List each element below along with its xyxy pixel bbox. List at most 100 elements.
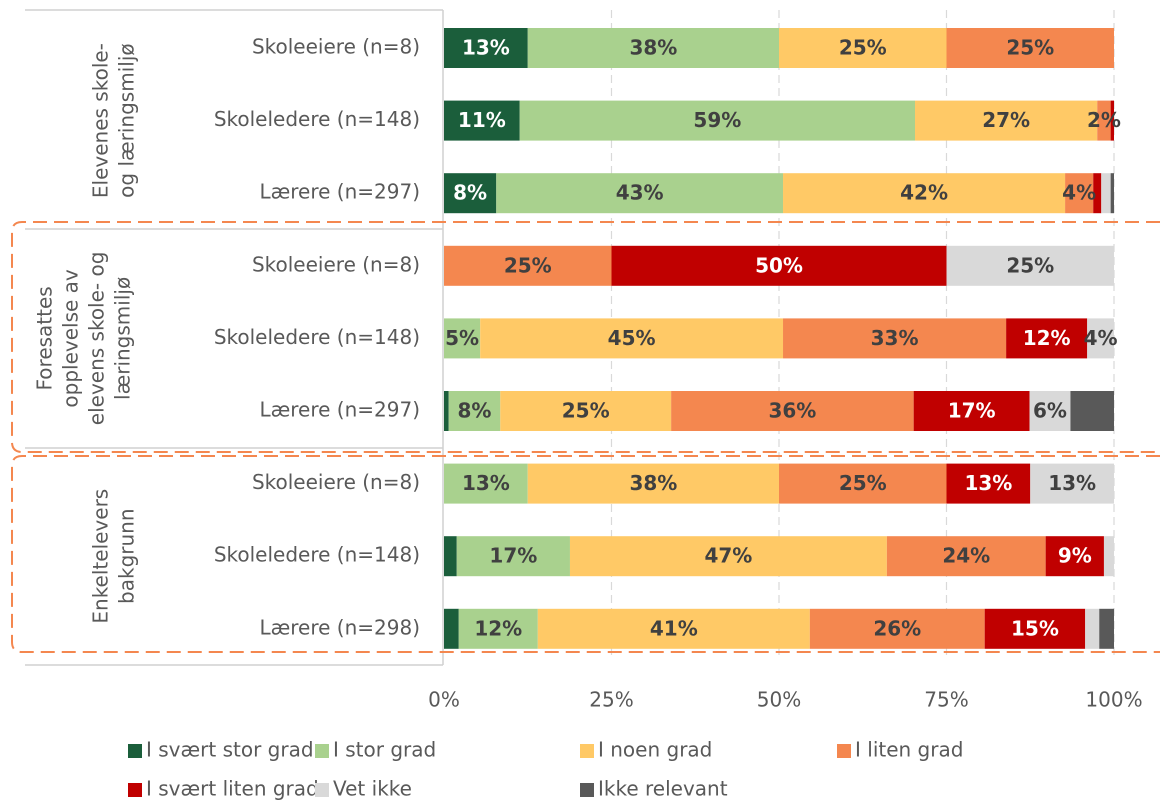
legend-swatch — [128, 744, 142, 758]
value-label: 4% — [1084, 326, 1118, 350]
bar-segment — [809, 608, 985, 649]
value-label: 13% — [462, 471, 510, 495]
bar-segment — [569, 536, 887, 577]
bar-segment — [1030, 463, 1114, 504]
group-label: Foresattes — [33, 286, 57, 390]
bar-segment — [496, 173, 784, 214]
x-tick-label: 50% — [757, 688, 801, 712]
value-label: 4% — [1062, 181, 1096, 205]
y-tick-label: Lærere (n=297) — [259, 398, 420, 422]
bar-segment — [1110, 173, 1114, 214]
value-label: 45% — [608, 326, 656, 350]
value-label: 12% — [1023, 326, 1071, 350]
bar-segment — [500, 391, 672, 431]
labels: 0% 25% 50% 75% 100% Skoleeiere (n=8) 13% 38% 25%… — [33, 35, 1143, 801]
value-label: 17% — [489, 544, 537, 568]
bar-segment — [779, 463, 947, 504]
legend-label: I noen grad — [598, 738, 712, 762]
bar-segment — [444, 28, 528, 68]
value-label: 38% — [629, 471, 677, 495]
value-label: 36% — [768, 399, 816, 423]
bar-segment — [519, 100, 916, 141]
bar-segment — [611, 245, 947, 286]
bar-segment — [1065, 173, 1094, 214]
value-label: 12% — [474, 616, 522, 640]
value-label: 25% — [839, 36, 887, 60]
value-label: 25% — [1006, 36, 1054, 60]
bar-segment — [1085, 608, 1100, 649]
group-boxes — [11, 221, 1160, 653]
value-label: 38% — [629, 36, 677, 60]
bar-segment — [915, 100, 1098, 141]
bar-segment — [1006, 318, 1088, 359]
y-tick-label: Skoleledere (n=148) — [214, 107, 420, 131]
bar-segment — [448, 391, 501, 431]
x-tick-label: 100% — [1085, 688, 1142, 712]
bar-segment — [537, 608, 810, 649]
y-tick-label: Skoleledere (n=148) — [214, 325, 420, 349]
bar-segment — [444, 608, 459, 649]
bar-segment — [783, 173, 1066, 214]
bar-segment — [444, 391, 449, 431]
bar-segment — [444, 245, 612, 286]
legend-swatch — [837, 744, 851, 758]
value-label: 11% — [458, 108, 506, 132]
bar-segment — [946, 463, 1031, 504]
legend-label: I liten grad — [855, 738, 963, 762]
bar-segment — [444, 173, 497, 214]
legend-label: Vet ikke — [333, 777, 412, 801]
bar-segment — [779, 28, 947, 68]
bar-segment — [1103, 536, 1114, 577]
value-label: 17% — [948, 399, 996, 423]
value-label: 2% — [1087, 108, 1121, 132]
value-label: 47% — [704, 544, 752, 568]
legend-swatch — [315, 783, 329, 797]
value-label: 25% — [562, 399, 610, 423]
group-label: og læringsmiljø — [115, 43, 139, 197]
value-label: 26% — [873, 616, 921, 640]
legend-swatch — [315, 744, 329, 758]
legend-label: I stor grad — [333, 738, 436, 762]
legend-swatch — [580, 783, 594, 797]
value-label: 6% — [1033, 399, 1067, 423]
bar-segment — [946, 28, 1114, 68]
y-tick-label: Lærere (n=297) — [259, 180, 420, 204]
bar-segment — [1101, 173, 1111, 214]
value-label: 25% — [1006, 253, 1054, 277]
y-tick-label: Skoleeiere (n=8) — [252, 252, 420, 276]
bar-segment — [456, 536, 570, 577]
value-label: 25% — [839, 471, 887, 495]
value-label: 41% — [650, 616, 698, 640]
value-label: 5% — [445, 326, 479, 350]
bar-segment — [946, 245, 1114, 286]
legend-swatch — [580, 744, 594, 758]
bar-segment — [1045, 536, 1104, 577]
legend-swatch — [128, 783, 142, 797]
x-tick-label: 25% — [589, 688, 633, 712]
y-tick-label: Skoleledere (n=148) — [214, 543, 420, 567]
value-label: 24% — [942, 544, 990, 568]
bar-segment — [527, 463, 779, 504]
value-label: 8% — [458, 399, 492, 423]
bar-segment — [913, 391, 1030, 431]
legend-label: I svært stor grad — [146, 738, 314, 762]
group-label: opplevelse av — [59, 269, 83, 408]
bar-segment — [1099, 608, 1114, 649]
value-label: 43% — [616, 181, 664, 205]
bar-segment — [984, 608, 1086, 649]
value-label: 42% — [900, 181, 948, 205]
bar-segment — [1093, 173, 1102, 214]
y-tick-label: Lærere (n=298) — [259, 615, 420, 639]
bar-segment — [444, 318, 481, 359]
bar-segment — [1029, 391, 1071, 431]
bars — [444, 28, 1114, 649]
group-label: Elevenes skole- — [89, 43, 113, 198]
bar-segment — [1110, 100, 1114, 141]
frame — [25, 9, 444, 666]
value-label: 33% — [871, 326, 919, 350]
value-label: 13% — [1048, 471, 1096, 495]
group-label: Enkeltelevers — [89, 489, 113, 624]
value-label: 59% — [693, 108, 741, 132]
x-tick-label: 0% — [428, 688, 460, 712]
